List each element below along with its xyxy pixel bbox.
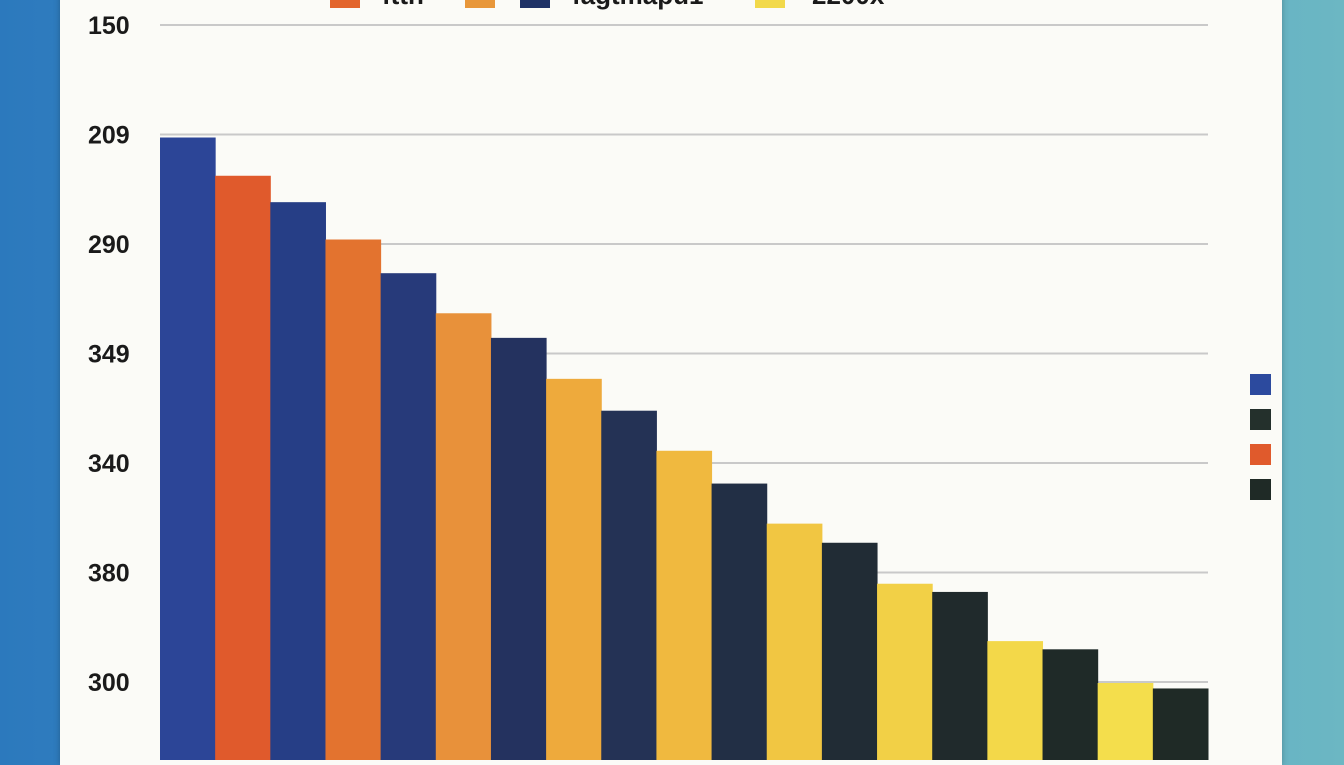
legend-label: fagtmapu1 <box>572 0 703 10</box>
bar <box>380 273 437 760</box>
legend-swatch <box>1250 444 1271 465</box>
bar <box>932 591 988 760</box>
legend-swatch <box>520 0 550 8</box>
y-tick-label: 209 <box>88 122 130 150</box>
bar <box>1042 649 1099 760</box>
bar <box>656 450 713 760</box>
legend-swatch <box>330 0 360 8</box>
bar <box>160 137 216 760</box>
bar <box>270 202 326 761</box>
legend-swatch <box>1250 409 1271 430</box>
legend-swatch <box>755 0 785 8</box>
bar <box>1152 688 1209 760</box>
bar <box>546 378 602 760</box>
bar-chart: 150 209 290 349 340 380 300 ftth fagtmapu1 2200x <box>88 0 1271 761</box>
bar <box>821 542 878 760</box>
bar <box>1097 683 1154 760</box>
bar <box>766 523 823 760</box>
y-tick-label: 290 <box>88 231 130 259</box>
bar <box>987 641 1044 760</box>
bar <box>490 337 547 760</box>
y-tick-label: 349 <box>88 341 130 369</box>
legend-swatch <box>1250 374 1271 395</box>
legend-swatch <box>465 0 495 8</box>
bar <box>215 175 271 760</box>
chart-panel: 150 209 290 349 340 380 300 ftth fagtmapu1 2200x <box>60 0 1282 765</box>
legend-label: ftth <box>382 0 424 10</box>
bar <box>435 313 492 760</box>
legend-label: 2200x <box>812 0 885 10</box>
y-tick-label: 150 <box>88 12 130 40</box>
legend-swatch <box>1250 479 1271 500</box>
bar <box>711 483 768 760</box>
y-tick-label: 380 <box>88 560 130 588</box>
y-tick-label: 300 <box>88 669 130 697</box>
bar <box>325 239 382 760</box>
bar <box>601 410 657 760</box>
bar <box>877 583 933 760</box>
y-tick-label: 340 <box>88 450 130 478</box>
